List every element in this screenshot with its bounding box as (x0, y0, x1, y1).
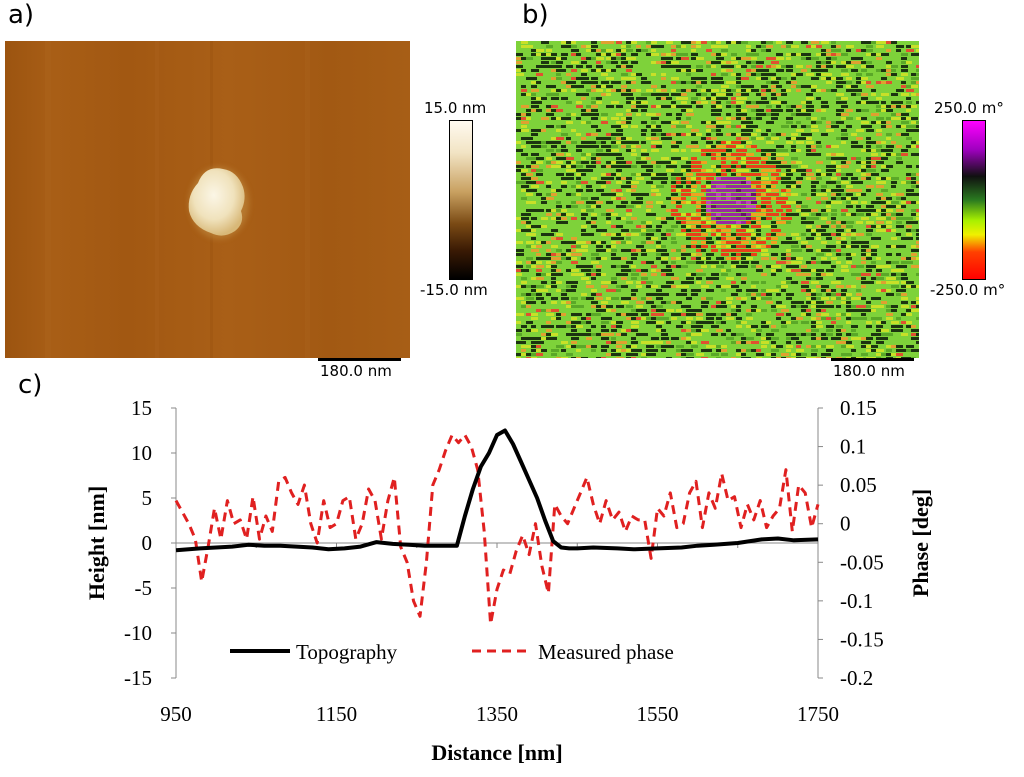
panel-a-label: a) (8, 0, 35, 30)
panel-c-label: c) (18, 370, 43, 400)
x-tick-label: 1350 (476, 702, 518, 726)
x-tick-label: 1550 (637, 702, 679, 726)
y-tick-label: -15 (124, 666, 152, 690)
x-tick-label: 1150 (316, 702, 357, 726)
y-tick-label: -10 (124, 621, 152, 645)
y2-tick-label: -0.05 (840, 550, 884, 574)
scale-bar-a (318, 358, 401, 361)
x-tick-label: 950 (160, 702, 192, 726)
x-tick-label: 1750 (797, 702, 839, 726)
y2-tick-label: 0 (840, 512, 851, 536)
y-tick-label: 5 (142, 486, 153, 510)
legend-label: Topography (296, 640, 398, 664)
y2-axis-title: Phase [deg] (908, 489, 933, 597)
y2-tick-label: 0.15 (840, 396, 877, 420)
y2-tick-label: 0.1 (840, 435, 866, 459)
particle-feature (188, 168, 245, 236)
y-tick-label: -5 (135, 576, 153, 600)
profile-chart: 15 10 5 0 -5 -10 -15 0.15 0.1 0.05 0 -0.05 -0.1 -0.15… (84, 396, 933, 765)
y2-tick-label: -0.1 (840, 589, 873, 613)
y2-tick-label: -0.2 (840, 666, 873, 690)
y2-tick-label: 0.05 (840, 473, 877, 497)
panel-b-label: b) (522, 0, 549, 30)
phase-colorbar-min: -250.0 m° (930, 281, 1006, 299)
measured-phase-line (174, 433, 820, 626)
height-colorbar-min: -15.0 nm (420, 281, 488, 299)
x-axis-title: Distance [nm] (431, 740, 562, 765)
topography-line (175, 428, 819, 553)
phase-colorbar-max: 250.0 m° (934, 99, 1004, 117)
scale-bar-a-label: 180.0 nm (320, 362, 392, 380)
y-tick-label: 10 (131, 441, 152, 465)
phase-colorbar (962, 120, 986, 280)
y-axis-title: Height [nm] (84, 486, 109, 600)
y-tick-label: 0 (142, 531, 153, 555)
topography-image (5, 41, 410, 358)
y2-tick-label: -0.15 (840, 627, 884, 651)
legend-label: Measured phase (538, 640, 674, 664)
height-colorbar-max: 15.0 nm (424, 99, 487, 117)
height-colorbar (449, 120, 473, 280)
y-tick-label: 15 (131, 396, 152, 420)
scale-bar-b (831, 358, 914, 361)
phase-image (516, 41, 919, 358)
scale-bar-b-label: 180.0 nm (833, 362, 905, 380)
